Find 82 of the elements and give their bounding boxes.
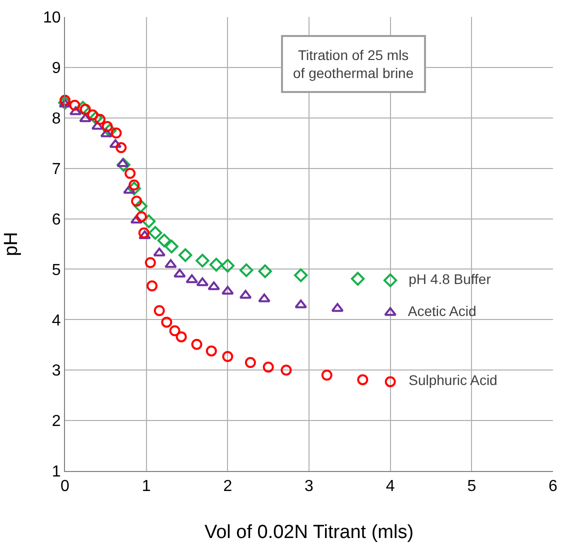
point (258, 293, 270, 302)
point (142, 214, 156, 228)
point (383, 273, 398, 288)
point (76, 100, 90, 115)
point (58, 98, 72, 108)
point (136, 211, 147, 222)
point (144, 257, 156, 268)
point (116, 158, 130, 172)
point (134, 199, 148, 214)
point (89, 111, 103, 125)
point (79, 113, 92, 122)
y-tick-label: 2 (52, 413, 61, 430)
y-tick-label: 8 (52, 110, 61, 128)
point (294, 268, 308, 282)
point (222, 350, 234, 362)
point (128, 179, 140, 190)
point (69, 100, 80, 111)
point (221, 286, 234, 295)
y-axis-title: pH (0, 232, 22, 256)
x-tick-label: 6 (548, 478, 558, 496)
point (176, 331, 187, 342)
point (280, 364, 292, 376)
point (157, 234, 172, 248)
point (209, 258, 224, 272)
point (116, 158, 129, 168)
point (138, 230, 151, 240)
point (196, 277, 209, 286)
point (262, 362, 274, 373)
point (148, 226, 162, 240)
x-axis-title: Vol of 0.02N Titrant (mls) (204, 522, 414, 543)
point (178, 248, 192, 262)
x-tick-label: 4 (386, 478, 395, 496)
annotation: Titration of 25 mls of geothermal brine (293, 47, 414, 82)
point (146, 280, 158, 292)
point (258, 264, 272, 278)
y-tick-label: 3 (52, 362, 61, 380)
point (350, 272, 365, 286)
point (220, 258, 235, 273)
x-tick-label: 3 (304, 478, 314, 496)
point (164, 240, 178, 254)
point (191, 338, 202, 350)
point (240, 263, 254, 278)
point (208, 281, 220, 290)
x-tick-label: 5 (467, 478, 476, 496)
y-tick-label: 4 (52, 312, 61, 330)
point (186, 274, 198, 284)
y-tick-label: 1 (52, 464, 61, 481)
point (116, 142, 127, 154)
series-label: Sulphuric Acid (396, 372, 498, 388)
y-tick-label: 9 (52, 60, 61, 78)
point (173, 268, 186, 278)
y-tick-label: 5 (52, 262, 61, 279)
point (196, 254, 210, 268)
point (239, 290, 252, 299)
point (69, 106, 82, 116)
point (154, 305, 165, 316)
point (87, 109, 98, 120)
point (321, 370, 332, 381)
series-label: Acetic Acid (396, 303, 476, 320)
point (102, 120, 113, 132)
point (91, 120, 104, 130)
x-tick-label: 0 (60, 478, 70, 496)
point (357, 374, 368, 386)
point (94, 114, 106, 125)
series-label: pH 4.8 Buffer (396, 270, 492, 287)
point (169, 325, 180, 336)
point (110, 128, 122, 139)
y-tick-label: 6 (52, 211, 61, 228)
y-tick-label: 7 (52, 160, 61, 178)
point (124, 168, 136, 179)
point (127, 182, 141, 196)
y-tick-label: 10 (43, 10, 61, 27)
x-tick-label: 1 (142, 478, 151, 496)
point (138, 227, 150, 238)
point (161, 316, 172, 328)
point (206, 345, 217, 356)
point (164, 259, 177, 268)
x-tick-label: 2 (223, 478, 232, 496)
point (130, 214, 143, 224)
point (384, 376, 396, 388)
point (244, 357, 256, 368)
point (123, 185, 136, 194)
